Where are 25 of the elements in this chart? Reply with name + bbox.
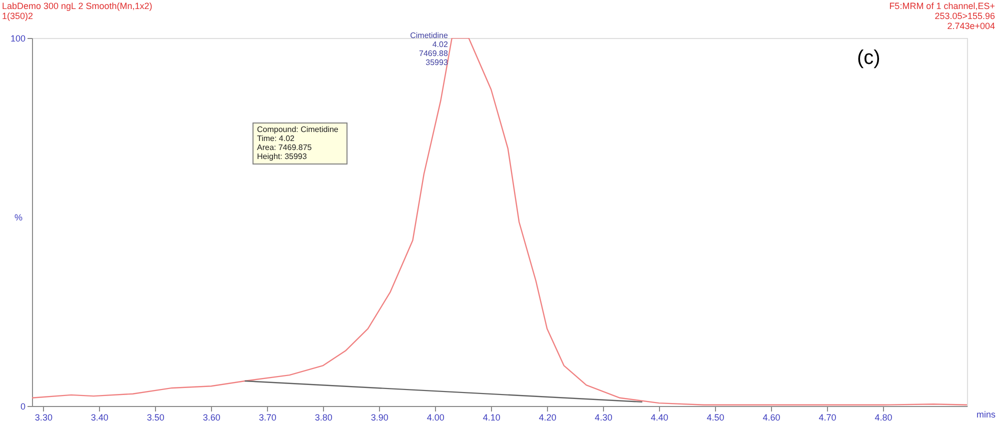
- y-tick-label: 100: [10, 34, 26, 44]
- x-tick-label: 4.80: [874, 412, 892, 422]
- x-axis-title: mins: [976, 410, 996, 420]
- y-tick-label: 0: [20, 402, 26, 412]
- x-tick-label: 4.10: [482, 412, 500, 422]
- y-axis-title: %: [14, 212, 23, 222]
- annotation: Compound: Cimetidine Time: 4.02 Area: 7469.875 Height: 35993: [257, 125, 339, 161]
- x-tick-label: 3.80: [314, 412, 332, 422]
- x-tick-label: 3.40: [90, 412, 108, 422]
- text: F5:MRM of 1 channel,ES+ 253.05>155.96 2.743e+004: [889, 1, 995, 31]
- x-tick-label: 3.90: [370, 412, 388, 422]
- x-tick-label: 4.60: [762, 412, 780, 422]
- x-tick-label: 4.40: [650, 412, 668, 422]
- x-tick-label: 4.50: [706, 412, 724, 422]
- text: LabDemo 300 ngL 2 Smooth(Mn,1x2) 1(350)2: [2, 1, 152, 21]
- x-tick-label: 3.70: [258, 412, 276, 422]
- annotation: (c): [857, 47, 880, 69]
- x-tick-label: 3.60: [202, 412, 220, 422]
- x-tick-label: 4.70: [818, 412, 836, 422]
- x-tick-label: 4.30: [594, 412, 612, 422]
- x-tick-label: 4.20: [538, 412, 556, 422]
- x-tick-label: 3.50: [146, 412, 164, 422]
- x-tick-label: 4.00: [426, 412, 444, 422]
- x-tick-label: 3.30: [34, 412, 52, 422]
- annotation: Cimetidine 4.02 7469.88 35993: [410, 31, 448, 67]
